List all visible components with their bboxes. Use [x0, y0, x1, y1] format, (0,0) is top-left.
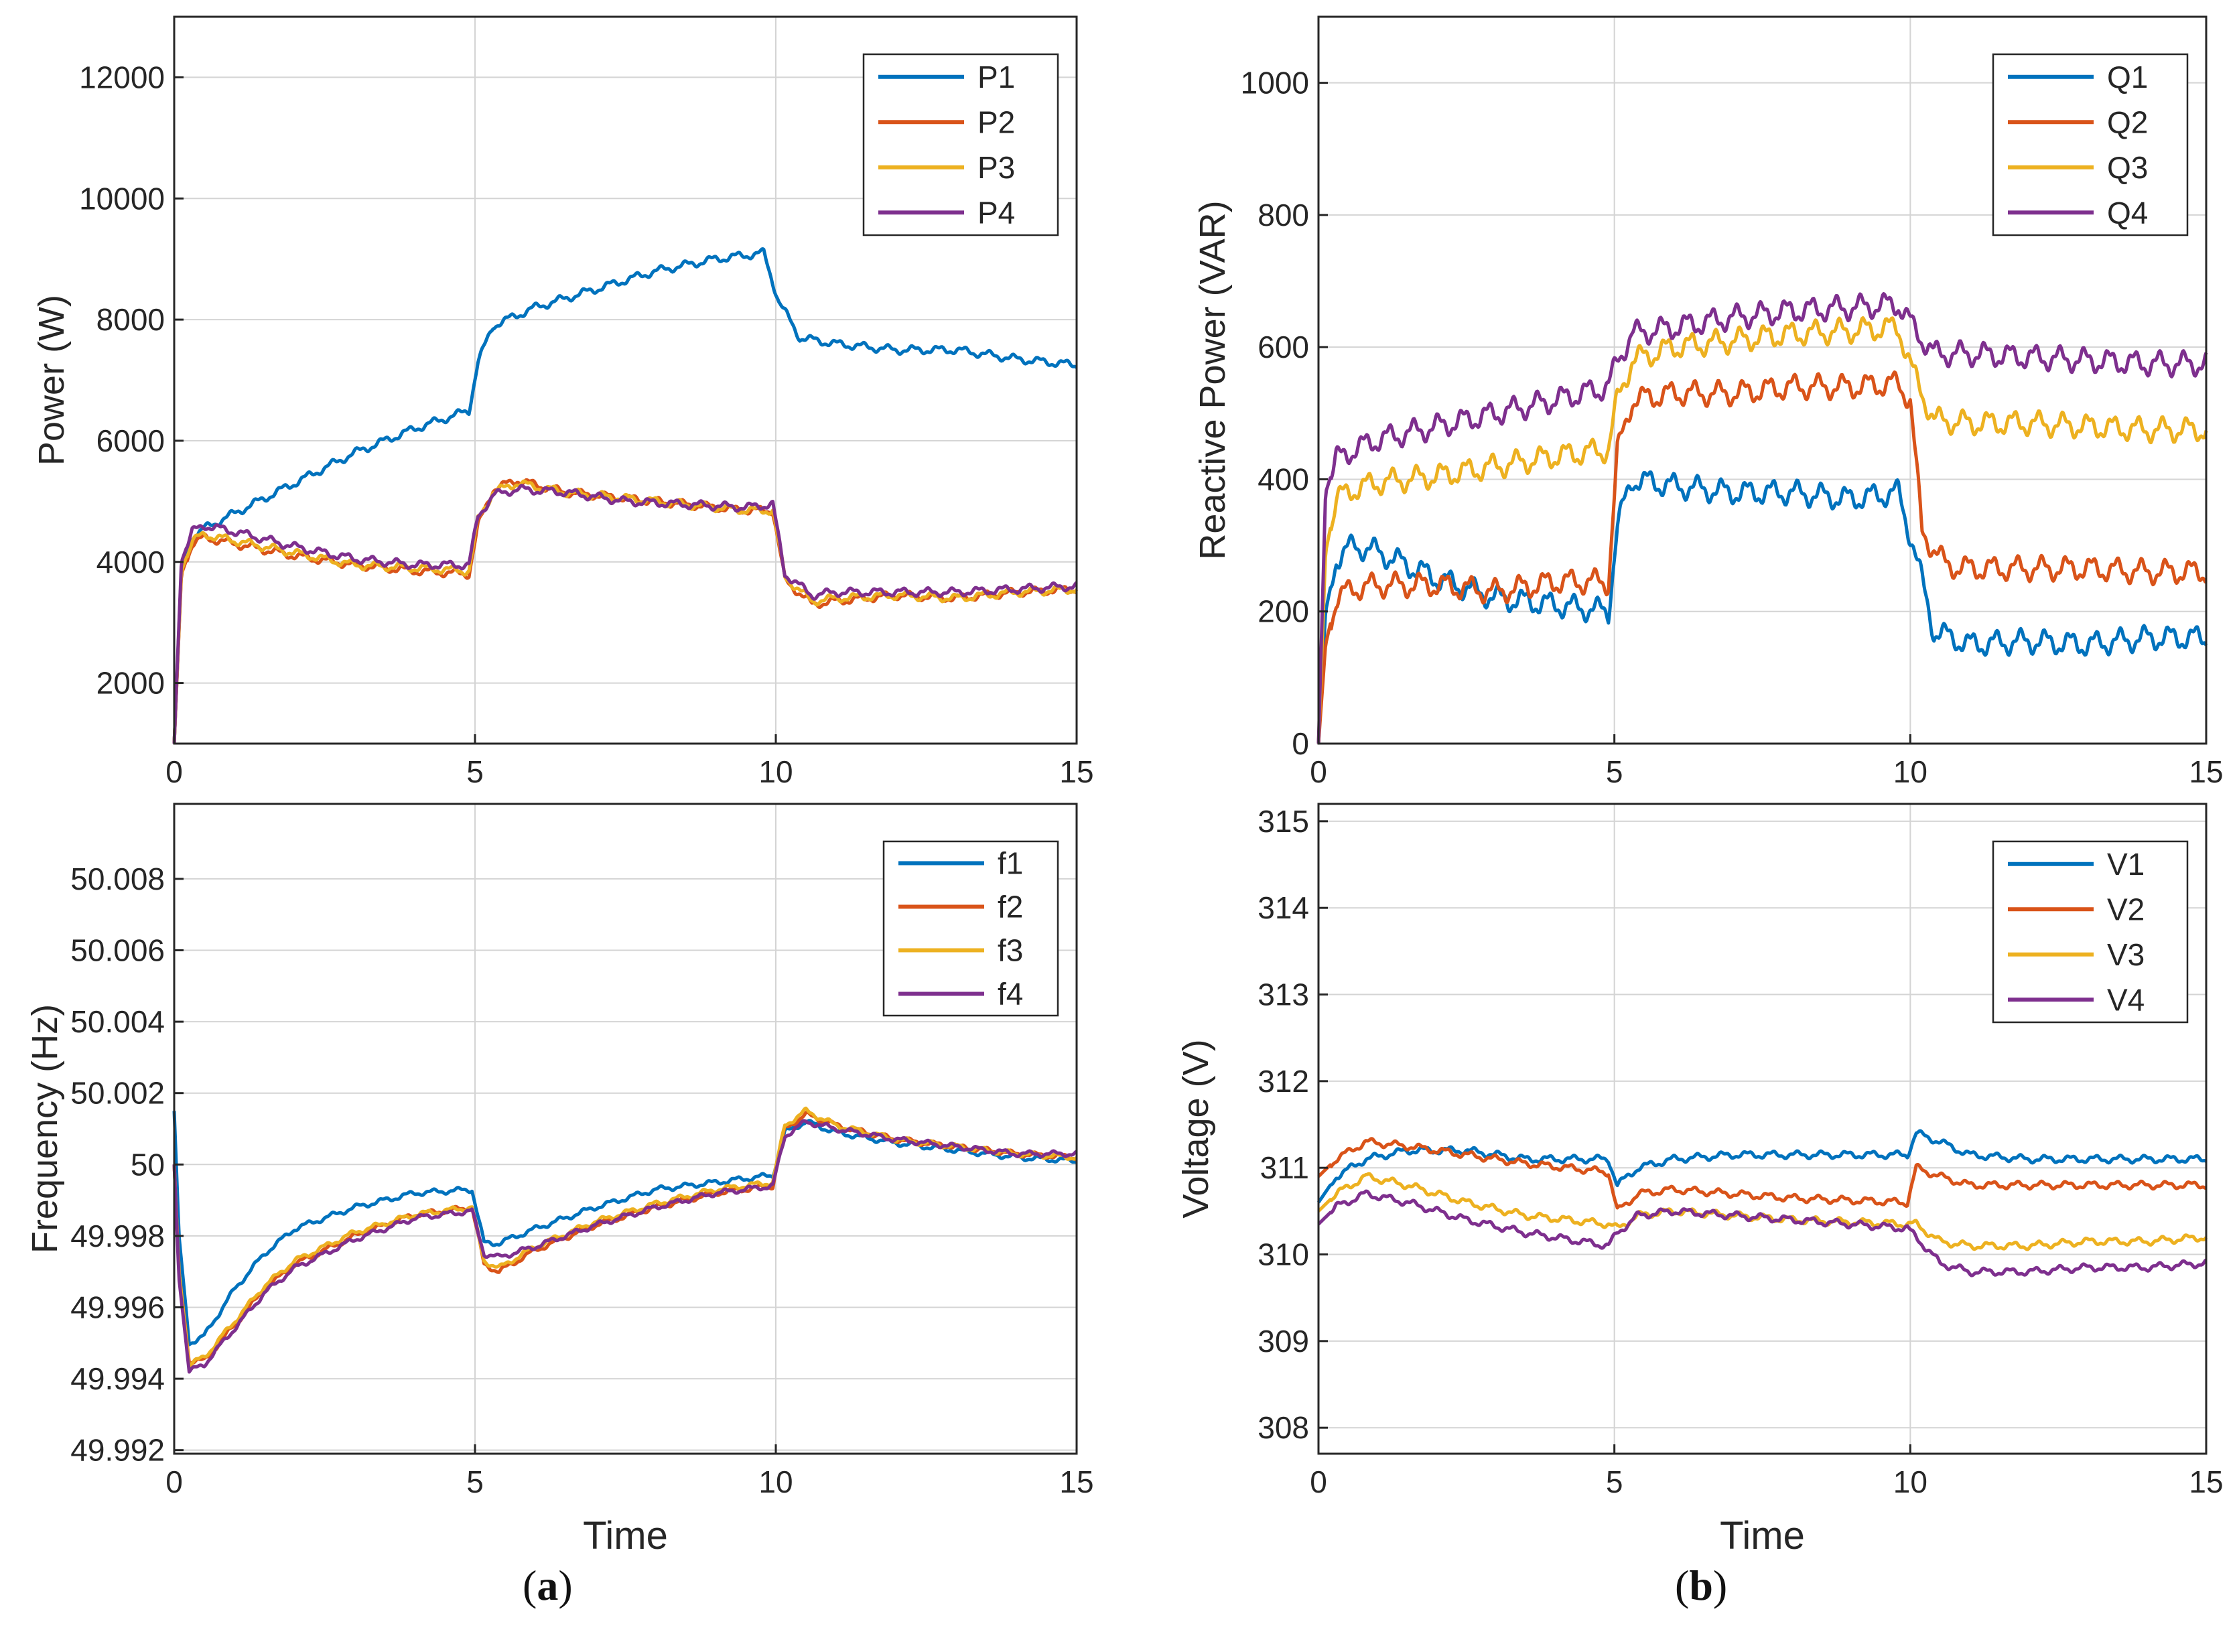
x-tick-label: 15 — [2189, 754, 2223, 789]
series-line-P3 — [172, 479, 1079, 744]
y-tick-label: 400 — [1258, 462, 1309, 496]
legend-label-f4: f4 — [998, 977, 1023, 1012]
y-tick-label: 50.006 — [70, 933, 165, 968]
y-tick-label: 1000 — [1241, 66, 1309, 100]
x-tick-label: 5 — [466, 754, 484, 789]
series-line-V1 — [1316, 1129, 2208, 1204]
y-tick-label: 0 — [1292, 726, 1309, 761]
y-tick-label: 50 — [131, 1147, 165, 1182]
y-tick-label: 309 — [1258, 1324, 1309, 1359]
x-tick-label: 10 — [1893, 1464, 1927, 1499]
axes-box — [173, 15, 1078, 745]
legend: f1 f2 f3 f4 — [882, 840, 1059, 1017]
legend: P1 P2 P3 P4 — [862, 53, 1059, 236]
x-tick-label: 0 — [165, 754, 183, 789]
y-tick-label: 49.998 — [70, 1219, 165, 1253]
x-tick-label: 0 — [1310, 1464, 1327, 1499]
y-tick-label: 49.996 — [70, 1290, 165, 1324]
y-tick-label: 312 — [1258, 1064, 1309, 1099]
x-tick-label: 0 — [1310, 754, 1327, 789]
x-tick-label: 15 — [1059, 1464, 1093, 1499]
x-tick-label: 5 — [466, 1464, 484, 1499]
y-tick-label: 600 — [1258, 330, 1309, 364]
y-tick-label: 313 — [1258, 977, 1309, 1012]
y-tick-label: 800 — [1258, 198, 1309, 232]
x-tick-label: 0 — [165, 1464, 183, 1499]
series-line-Q1 — [1316, 470, 2208, 744]
y-axis-label: Frequency (Hz) — [25, 1004, 65, 1253]
y-tick-label: 310 — [1258, 1237, 1309, 1272]
x-tick-label: 15 — [2189, 1464, 2223, 1499]
chart-frequency: 0 5 10 15 49.992 49.994 49.996 49.998 50 50.002 50… — [25, 803, 1094, 1558]
y-tick-label: 49.992 — [70, 1433, 165, 1468]
series-line-P1 — [172, 247, 1078, 744]
y-tick-label: 200 — [1258, 594, 1309, 629]
subfigure-label-a: (a) — [523, 1562, 573, 1609]
x-tick-label: 5 — [1606, 1464, 1623, 1499]
series-line-Q2 — [1316, 370, 2208, 744]
legend-box — [862, 53, 1059, 236]
x-axis-label: Time — [1720, 1514, 1805, 1558]
y-tick-label: 10000 — [79, 181, 165, 216]
y-tick-label: 12000 — [79, 60, 165, 94]
legend-label-V2: V2 — [2107, 892, 2145, 926]
legend-label-P4: P4 — [977, 195, 1015, 230]
y-tick-label: 50.008 — [70, 862, 165, 896]
legend-label-V4: V4 — [2107, 982, 2145, 1017]
legend-label-f1: f1 — [998, 846, 1023, 881]
y-tick-label: 308 — [1258, 1410, 1309, 1445]
y-tick-label: 49.994 — [70, 1361, 165, 1396]
y-tick-label: 314 — [1258, 890, 1309, 925]
x-tick-label: 15 — [1059, 754, 1093, 789]
chart-reactive: 0 5 10 15 0 200 400 600 800 1000 Reactive Power (V… — [1193, 15, 2224, 789]
x-tick-label: 10 — [758, 1464, 793, 1499]
legend-label-f2: f2 — [998, 890, 1023, 924]
series-line-Q3 — [1316, 316, 2208, 744]
legend-label-P1: P1 — [977, 60, 1015, 94]
legend-label-Q3: Q3 — [2107, 150, 2148, 185]
legend-label-V3: V3 — [2107, 937, 2145, 972]
x-tick-label: 10 — [758, 754, 793, 789]
legend-label-f3: f3 — [998, 933, 1023, 968]
axes-box — [1317, 803, 2208, 1455]
legend-label-P3: P3 — [977, 150, 1015, 185]
legend-label-Q2: Q2 — [2107, 105, 2148, 139]
x-axis-label: Time — [583, 1514, 668, 1558]
y-tick-label: 311 — [1260, 1150, 1309, 1185]
series-line-f4 — [172, 1119, 1078, 1374]
y-tick-label: 4000 — [96, 545, 165, 579]
y-axis-label: Reactive Power (VAR) — [1193, 200, 1233, 559]
legend-label-Q1: Q1 — [2107, 60, 2148, 94]
series-line-V4 — [1317, 1189, 2208, 1278]
legend: V1 V2 V3 V4 — [1992, 840, 2189, 1024]
legend: Q1 Q2 Q3 Q4 — [1992, 53, 2189, 236]
series-line-Q4 — [1316, 292, 2208, 744]
x-tick-label: 10 — [1893, 754, 1927, 789]
legend-label-P2: P2 — [977, 105, 1015, 139]
y-tick-label: 6000 — [96, 423, 165, 458]
axes-box — [1317, 15, 2208, 745]
y-axis-label: Power (W) — [31, 295, 72, 466]
series-line-f3 — [172, 1106, 1078, 1368]
y-axis-label: Voltage (V) — [1176, 1039, 1216, 1218]
x-tick-label: 5 — [1606, 754, 1623, 789]
legend-label-Q4: Q4 — [2107, 195, 2148, 230]
subfigure-label-b: (b) — [1675, 1562, 1728, 1609]
legend-box — [882, 840, 1059, 1017]
y-tick-label: 315 — [1258, 804, 1309, 839]
series-line-f1 — [172, 1111, 1078, 1347]
series-line-V2 — [1317, 1137, 2207, 1210]
axes-box — [173, 803, 1078, 1455]
y-tick-label: 50.002 — [70, 1076, 165, 1111]
chart-voltage: 0 5 10 15 308 309 310 311 312 313 314 315 Voltage (V… — [1176, 803, 2224, 1558]
y-tick-label: 8000 — [96, 302, 165, 337]
y-tick-label: 2000 — [96, 666, 165, 701]
series-line-P4 — [172, 484, 1078, 744]
legend-box — [1992, 840, 2189, 1024]
legend-box — [1992, 53, 2189, 236]
y-tick-label: 50.004 — [70, 1004, 165, 1039]
legend-label-V1: V1 — [2107, 847, 2145, 882]
chart-power: 0 5 10 15 2000 4000 6000 8000 10000 12000 Power (W… — [31, 15, 1094, 789]
